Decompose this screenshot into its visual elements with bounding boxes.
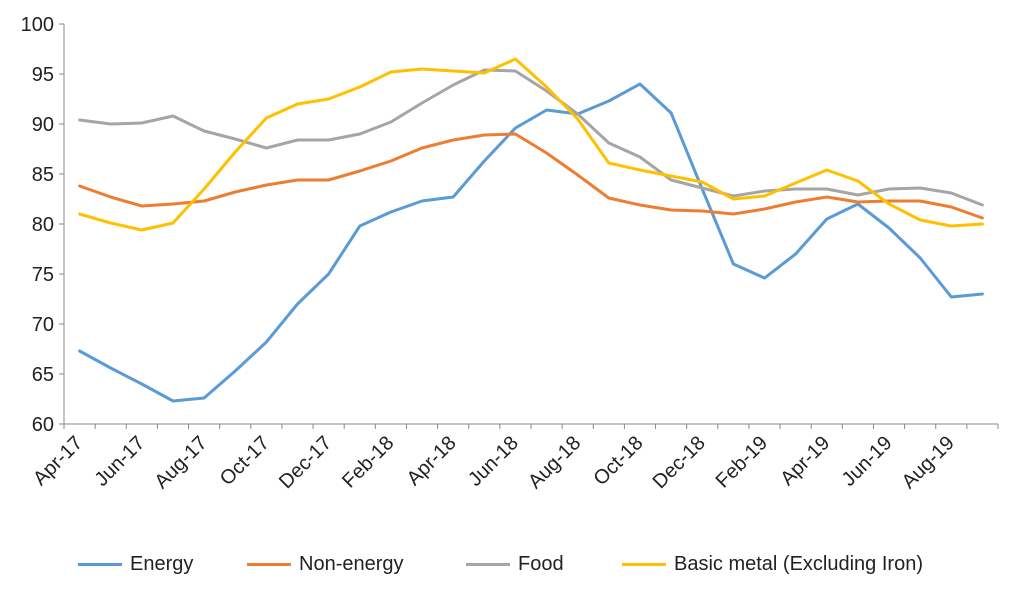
legend-item-food: Food (466, 548, 564, 580)
legend-swatch-non-energy (247, 562, 291, 566)
y-tick-label-90: 90 (32, 114, 54, 136)
x-tick-label-apr-17: Apr-17 (29, 432, 87, 490)
x-tick-label-jun-17: Jun-17 (91, 432, 150, 491)
legend-item-non-energy: Non-energy (247, 548, 404, 580)
x-tick-label-apr-18: Apr-18 (403, 432, 461, 490)
x-tick-label-jun-19: Jun-19 (838, 432, 897, 491)
legend: Energy Non-energy Food Basic metal (Excl… (0, 548, 1011, 580)
x-tick-label-oct-18: Oct-18 (589, 432, 647, 490)
legend-label-food: Food (518, 552, 564, 575)
legend-label-basic-metal: Basic metal (Excluding Iron) (674, 552, 923, 575)
series-line-non-energy (78, 132, 984, 220)
legend-swatch-food (466, 562, 510, 566)
y-tick-label-95: 95 (32, 64, 54, 86)
series-line-energy (78, 82, 984, 403)
legend-item-basic-metal: Basic metal (Excluding Iron) (622, 548, 923, 580)
y-tick-label-75: 75 (32, 264, 54, 286)
legend-item-energy: Energy (78, 548, 193, 580)
series-line-food (78, 68, 984, 207)
series-line-basic-metal-excluding-iron (78, 57, 984, 232)
y-tick-label-80: 80 (32, 214, 54, 236)
x-tick-label-jun-18: Jun-18 (464, 432, 523, 491)
y-tick-label-70: 70 (32, 314, 54, 336)
x-tick-label-dec-17: Dec-17 (275, 432, 336, 493)
legend-label-non-energy: Non-energy (299, 552, 404, 575)
x-tick-label-aug-19: Aug-19 (898, 432, 959, 493)
x-tick-label-oct-17: Oct-17 (216, 432, 274, 490)
legend-swatch-basic-metal (622, 562, 666, 566)
x-tick-label-feb-19: Feb-19 (712, 432, 772, 492)
y-tick-label-60: 60 (32, 414, 54, 436)
legend-label-energy: Energy (130, 552, 194, 575)
x-tick-label-dec-18: Dec-18 (649, 432, 710, 493)
y-tick-label-65: 65 (32, 364, 54, 386)
x-tick-label-feb-18: Feb-18 (338, 432, 398, 492)
x-tick-label-aug-17: Aug-17 (150, 432, 211, 493)
legend-swatch-energy (78, 562, 122, 566)
x-tick-label-aug-18: Aug-18 (524, 432, 585, 493)
x-tick-label-apr-19: Apr-19 (776, 432, 834, 490)
y-tick-label-100: 100 (21, 14, 54, 36)
y-tick-label-85: 85 (32, 164, 54, 186)
